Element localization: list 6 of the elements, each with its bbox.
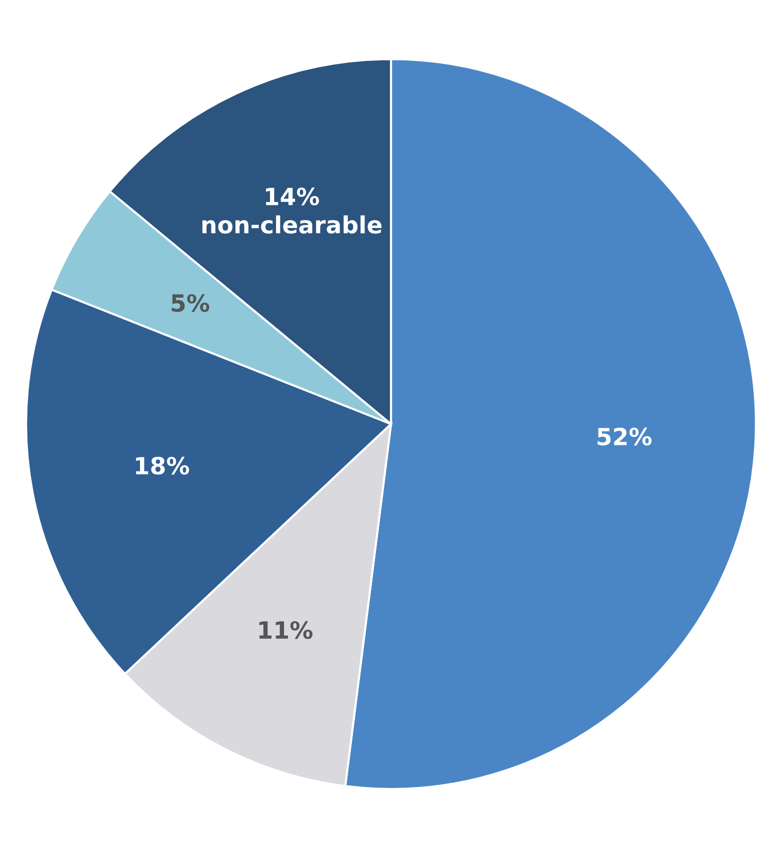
data-label: 14%	[266, 188, 320, 206]
data-label: 11%	[259, 621, 312, 639]
slice-label: non-clearable	[202, 215, 382, 234]
data-label: 5%	[172, 294, 210, 312]
data-label: 52%	[598, 428, 652, 446]
data-label: 18%	[136, 456, 190, 475]
